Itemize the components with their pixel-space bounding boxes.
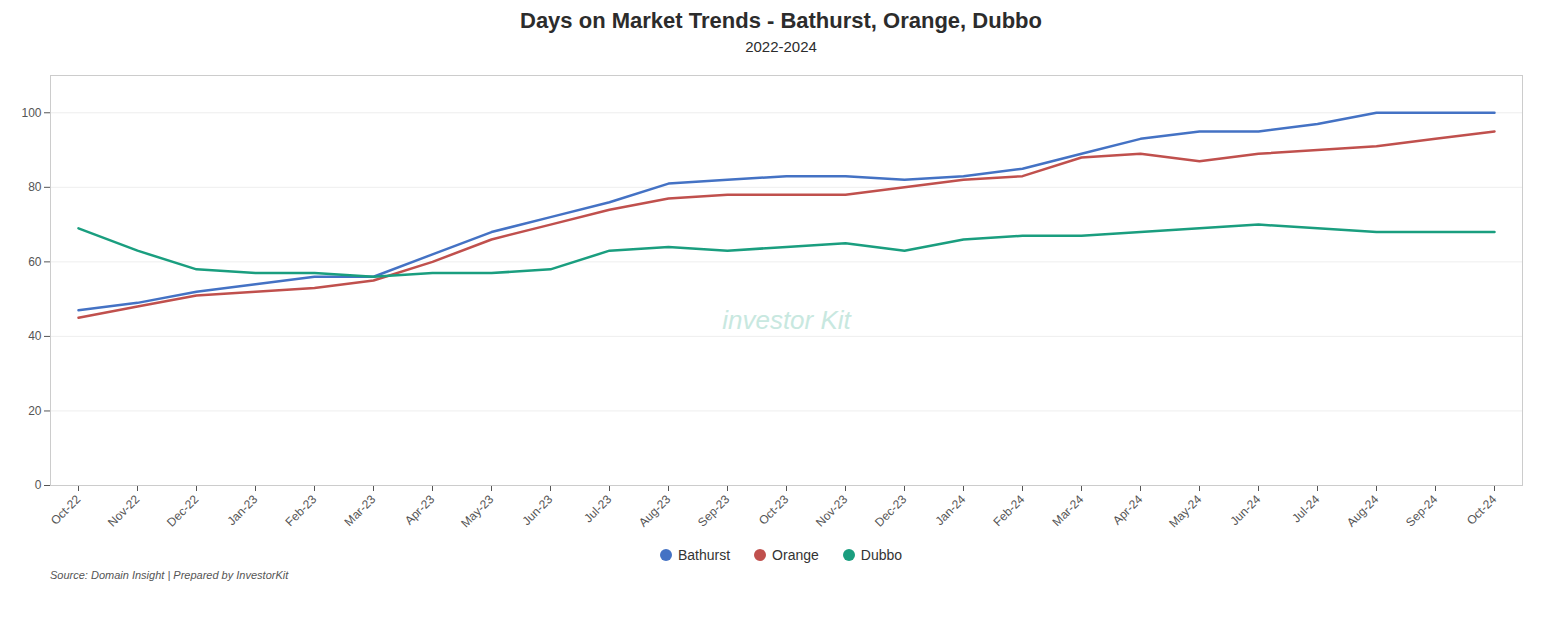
svg-text:Oct-24: Oct-24 [1464, 492, 1500, 528]
svg-text:Sep-24: Sep-24 [1403, 492, 1440, 529]
svg-text:40: 40 [28, 329, 42, 343]
svg-text:Mar-23: Mar-23 [342, 492, 379, 529]
svg-text:Aug-23: Aug-23 [636, 492, 673, 529]
svg-text:Jun-24: Jun-24 [1227, 492, 1263, 528]
svg-text:Aug-24: Aug-24 [1344, 492, 1381, 529]
html-text:Bathurst: Bathurst [677, 547, 731, 563]
svg-text:Jan-24: Jan-24 [932, 492, 968, 528]
svg-text:80: 80 [28, 180, 42, 194]
svg-text:Sep-23: Sep-23 [695, 492, 732, 529]
svg-text:Nov-23: Nov-23 [813, 492, 850, 529]
svg-text:20: 20 [28, 404, 42, 418]
svg-text:investor Kit: investor Kit [722, 305, 852, 335]
svg-text:0: 0 [35, 478, 42, 492]
svg-text:100: 100 [21, 106, 41, 120]
svg-text:Mar-24: Mar-24 [1050, 492, 1087, 529]
svg-text:Jul-24: Jul-24 [1289, 492, 1322, 525]
svg-text:Jul-23: Jul-23 [581, 492, 614, 525]
html-text:Days on Market Trends - Bathur: Days on Market Trends - Bathurst, Orange… [520, 8, 1042, 33]
svg-text:Dec-22: Dec-22 [164, 492, 201, 529]
svg-text:Oct-22: Oct-22 [48, 492, 84, 528]
html-text:2022-2024: 2022-2024 [745, 38, 817, 55]
svg-text:Dec-23: Dec-23 [872, 492, 909, 529]
html-text:Dubbo: Dubbo [860, 547, 902, 563]
svg-text:May-24: May-24 [1166, 492, 1204, 530]
svg-text:Jun-23: Jun-23 [519, 492, 555, 528]
svg-text:Nov-22: Nov-22 [105, 492, 142, 529]
html-text:Source: Domain Insight | Prepa: Source: Domain Insight | Prepared by Inv… [50, 569, 289, 581]
svg-text:May-23: May-23 [458, 492, 496, 530]
svg-text:Jan-23: Jan-23 [224, 492, 260, 528]
svg-text:60: 60 [28, 255, 42, 269]
svg-text:Feb-24: Feb-24 [991, 492, 1028, 529]
html-text:Orange: Orange [772, 547, 819, 563]
svg-text:Oct-23: Oct-23 [756, 492, 792, 528]
svg-text:Apr-23: Apr-23 [402, 492, 438, 528]
svg-text:Apr-24: Apr-24 [1110, 492, 1146, 528]
svg-text:Feb-23: Feb-23 [283, 492, 320, 529]
